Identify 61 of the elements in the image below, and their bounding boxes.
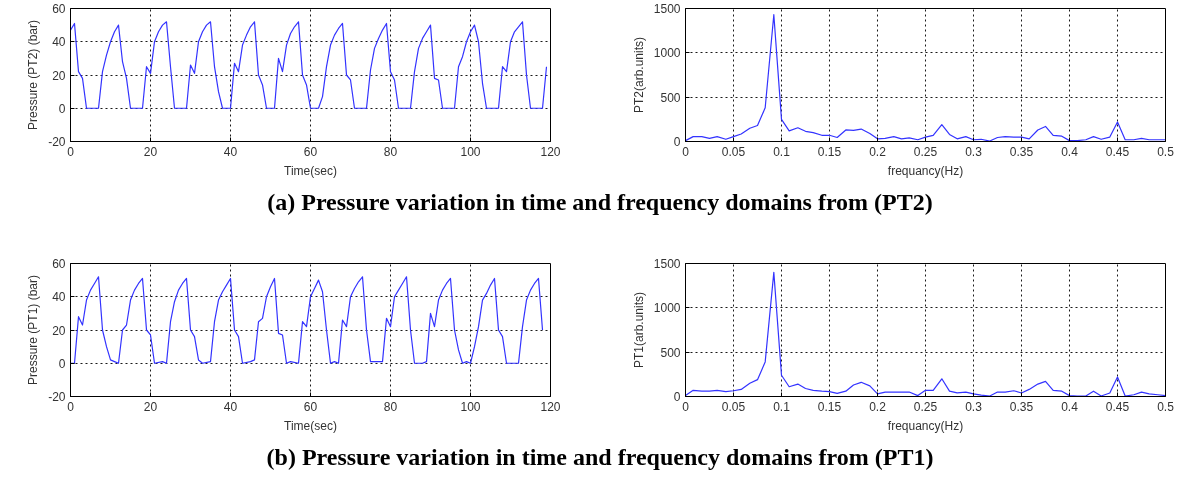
x-tick-label: 60 [303,144,318,159]
x-tick-label: 0.4 [1061,399,1079,414]
x-axis-title: Time(sec) [284,163,337,178]
x-tick-label: 0.3 [965,144,983,159]
x-tick-label: 0.15 [817,144,842,159]
y-axis-title: PT2(arb.units) [631,36,646,114]
x-tick-label: 120 [540,399,561,414]
x-tick-label: 20 [143,399,158,414]
y-tick-label: 40 [52,290,66,305]
y-tick-label: 1000 [653,301,681,316]
y-tick-label: 0 [58,101,66,116]
y-axis-title: PT1(arb.units) [631,291,646,369]
x-tick-label: 0.1 [773,144,791,159]
x-tick-label: 0.45 [1105,399,1130,414]
y-tick-label: 20 [52,323,66,338]
x-tick-label: 0.4 [1061,144,1079,159]
x-tick-label: 0.2 [869,144,887,159]
y-tick-label: 60 [52,257,66,271]
x-tick-label: 100 [460,399,481,414]
x-tick-label: 0.5 [1157,144,1175,159]
x-tick-label: 0.35 [1009,399,1034,414]
x-tick-label: 0.25 [913,399,938,414]
y-tick-label: -20 [48,390,66,404]
text: (a) Pressure variation in time and frequency domains from (PT2) [266,188,934,217]
x-tick-label: 0.25 [913,144,938,159]
x-tick-label: 40 [223,399,238,414]
y-tick-label: 500 [660,345,681,360]
y-tick-label: 1500 [653,257,681,271]
y-tick-label: 40 [52,35,66,50]
y-tick-label: 0 [673,390,681,404]
x-tick-label: 20 [143,144,158,159]
text: (b) Pressure variation in time and frequency domains from (PT1) [265,443,935,472]
y-tick-label: 20 [52,68,66,83]
x-tick-label: 0.1 [773,399,791,414]
y-tick-label: 0 [673,135,681,149]
y-tick-label: 1500 [653,2,681,16]
x-tick-label: 60 [303,399,318,414]
x-tick-label: 80 [383,144,398,159]
x-tick-label: 40 [223,144,238,159]
x-tick-label: 0.3 [965,399,983,414]
x-tick-label: 0.15 [817,399,842,414]
y-tick-label: 0 [58,356,66,371]
x-axis-title: Time(sec) [284,418,337,433]
x-tick-label: 0.35 [1009,144,1034,159]
y-axis-title: Pressure (PT2) (bar) [26,19,41,131]
y-tick-label: -20 [48,135,66,149]
x-tick-label: 0.2 [869,399,887,414]
x-tick-label: 0.5 [1157,399,1175,414]
x-tick-label: 0.05 [721,399,746,414]
x-axis-title: frequancy(Hz) [887,418,964,433]
y-tick-label: 1000 [653,46,681,61]
x-tick-label: 80 [383,399,398,414]
y-tick-label: 500 [660,90,681,105]
x-tick-label: 100 [460,144,481,159]
y-tick-label: 60 [52,2,66,16]
x-axis-title: frequancy(Hz) [887,163,964,178]
y-axis-title: Pressure (PT1) (bar) [26,274,41,386]
line-series [70,21,548,109]
x-tick-label: 120 [540,144,561,159]
x-tick-label: 0.45 [1105,144,1130,159]
x-tick-label: 0.05 [721,144,746,159]
